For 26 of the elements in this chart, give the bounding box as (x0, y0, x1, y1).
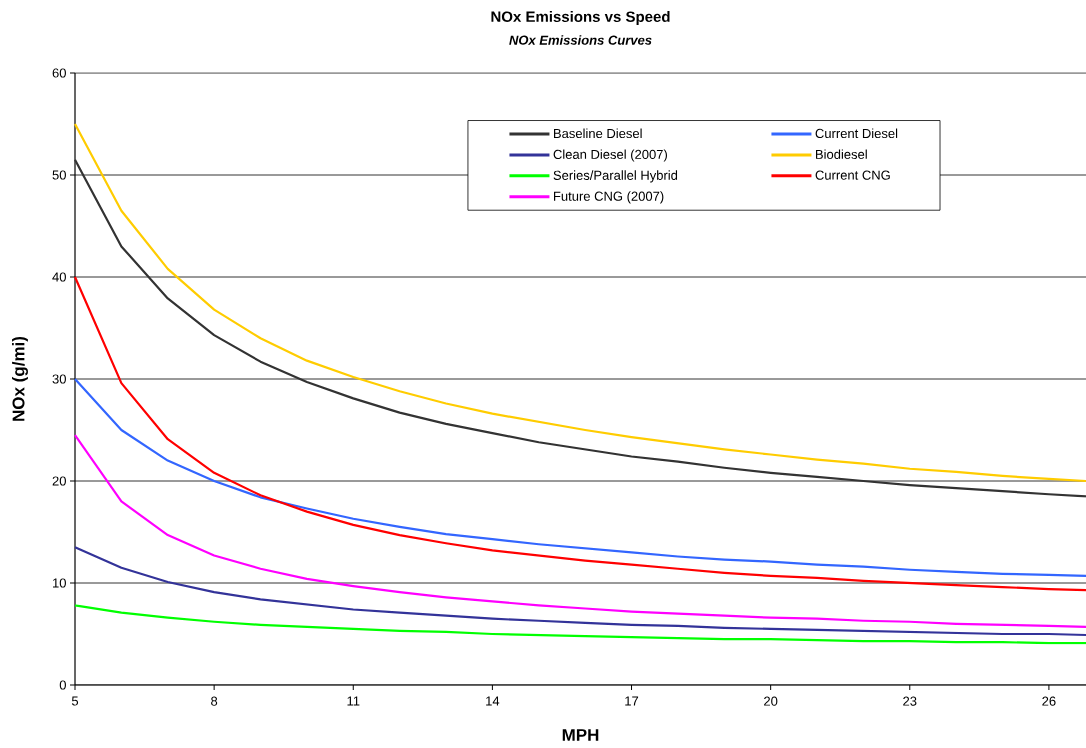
legend-label: Baseline Diesel (554, 128, 642, 139)
y-tick-label: 20 (52, 476, 66, 486)
y-tick-label: 60 (52, 68, 66, 78)
x-tick-label: 20 (764, 696, 778, 706)
x-tick-label: 5 (71, 696, 79, 706)
x-tick-label: 17 (625, 696, 639, 706)
x-tick-label: 14 (486, 696, 500, 706)
legend-label: Current CNG (815, 170, 890, 180)
legend-label: Series/Parallel Hybrid (553, 170, 678, 183)
x-tick-label: 26 (1042, 696, 1056, 706)
chart-title: NOx Emissions vs Speed (491, 11, 670, 25)
y-axis-title: NOx (g/mi) (12, 336, 28, 421)
legend-label: Biodiesel (816, 149, 867, 159)
x-axis-title: MPH (562, 729, 599, 741)
y-tick-label: 50 (52, 170, 66, 180)
chart-subtitle: NOx Emissions Curves (509, 35, 652, 45)
x-tick-label: 11 (347, 696, 360, 706)
legend-label: Current Diesel (815, 128, 898, 139)
legend-label: Future CNG (2007) (554, 191, 664, 204)
y-tick-label: 40 (52, 272, 66, 282)
y-tick-label: 10 (53, 578, 66, 588)
y-tick-label: 0 (59, 680, 66, 690)
legend-label: Clean Diesel (2007) (553, 149, 667, 162)
x-tick-label: 23 (903, 696, 917, 706)
y-tick-label: 30 (52, 374, 66, 384)
x-tick-label: 8 (211, 696, 218, 706)
